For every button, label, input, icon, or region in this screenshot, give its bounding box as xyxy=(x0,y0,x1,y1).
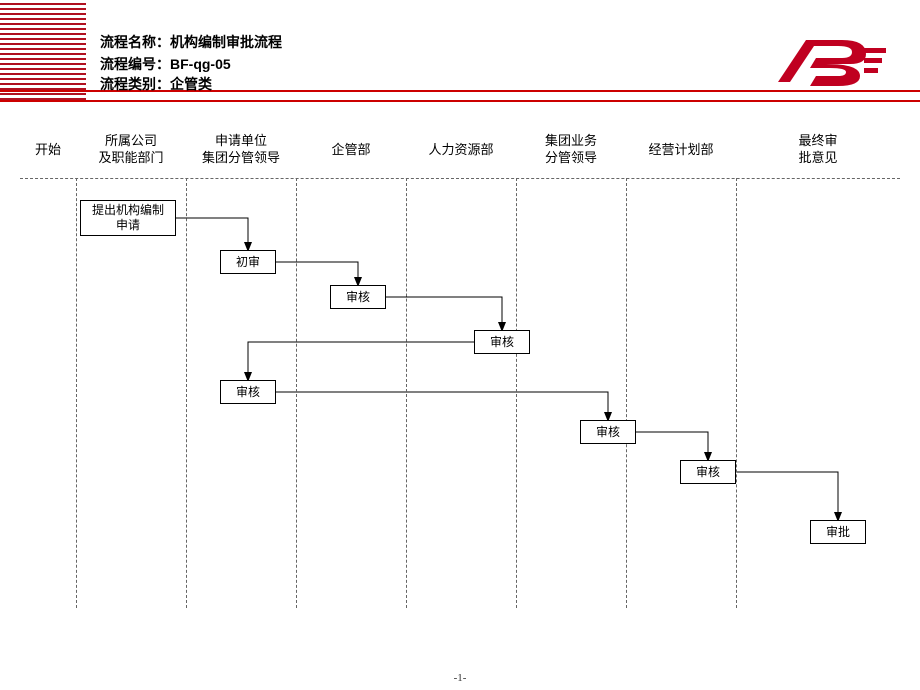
lane-separator xyxy=(186,178,187,608)
flow-node: 审核 xyxy=(680,460,736,484)
flow-edge xyxy=(248,342,474,380)
lane-separator xyxy=(626,178,627,608)
swimlane-area: 开始所属公司 及职能部门申请单位 集团分管领导企管部人力资源部集团业务 分管领导… xyxy=(20,120,900,620)
lane-header: 开始 xyxy=(20,120,76,178)
flow-edge xyxy=(636,432,708,460)
lane-header: 人力资源部 xyxy=(406,120,516,178)
flow-edge xyxy=(736,472,838,520)
flow-edge xyxy=(276,392,608,420)
page-number: -1- xyxy=(0,672,920,684)
lane-header: 所属公司 及职能部门 xyxy=(76,120,186,178)
lane-separator xyxy=(406,178,407,608)
arrow-layer xyxy=(20,120,900,620)
lane-header: 集团业务 分管领导 xyxy=(516,120,626,178)
lane-header: 申请单位 集团分管领导 xyxy=(186,120,296,178)
lane-separator xyxy=(516,178,517,608)
meta-name-label: 流程名称： xyxy=(100,36,170,51)
lane-separator xyxy=(296,178,297,608)
lane-header: 最终审 批意见 xyxy=(736,120,900,178)
flow-edge xyxy=(276,262,358,285)
lane-separator xyxy=(76,178,77,608)
flow-node: 审核 xyxy=(474,330,530,354)
meta-cat-value: 企管类 xyxy=(170,78,212,93)
flow-node: 审批 xyxy=(810,520,866,544)
meta-name-value: 机构编制审批流程 xyxy=(170,36,282,51)
flow-node: 审核 xyxy=(330,285,386,309)
page: 流程名称：机构编制审批流程 流程编号：BF-qg-05 流程类别：企管类 xyxy=(0,0,920,690)
meta-code-label: 流程编号： xyxy=(100,58,170,73)
logo-icon xyxy=(770,34,890,90)
meta-cat-label: 流程类别： xyxy=(100,78,170,93)
header-meta: 流程名称：机构编制审批流程 流程编号：BF-qg-05 流程类别：企管类 xyxy=(100,34,282,96)
flow-node: 审核 xyxy=(220,380,276,404)
flow-node: 提出机构编制 申请 xyxy=(80,200,176,236)
meta-code-value: BF-qg-05 xyxy=(170,56,231,72)
flow-node: 初审 xyxy=(220,250,276,274)
flow-node: 审核 xyxy=(580,420,636,444)
flow-edge xyxy=(386,297,502,330)
lane-header: 经营计划部 xyxy=(626,120,736,178)
lane-separator xyxy=(736,178,737,608)
lane-header: 企管部 xyxy=(296,120,406,178)
header-stripe-decoration xyxy=(0,0,86,100)
